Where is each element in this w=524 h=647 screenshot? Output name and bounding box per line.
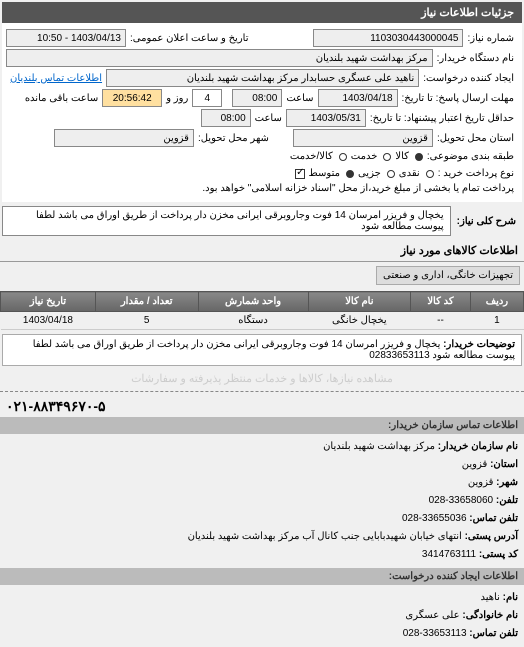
- c-phone-label: تلفن:: [496, 495, 518, 506]
- col-qty: تعداد / مقدار: [95, 292, 198, 312]
- c-city-val: قزوين: [468, 477, 494, 488]
- goods-table: ردیف کد کالا نام کالا واحد شمارش تعداد /…: [0, 291, 524, 330]
- pub-date-field: 1403/04/13 - 10:50: [6, 29, 126, 47]
- c-address-val: انتهای خیابان شهیدبابایی جنب کانال آب مر…: [188, 531, 462, 542]
- time-label-1: ساعت: [282, 91, 317, 106]
- req-no-label: شماره نیاز:: [463, 31, 518, 46]
- c-tel-label: تلفن تماس:: [469, 628, 518, 639]
- days-left: 4: [192, 89, 222, 107]
- c-name-label: نام:: [503, 592, 518, 603]
- cell-date: 1403/04/18: [1, 312, 96, 330]
- cell-qty: 5: [95, 312, 198, 330]
- deadline-send-date: 1403/04/18: [318, 89, 398, 107]
- validity-date: 1403/05/31: [286, 109, 366, 127]
- col-code: کد کالا: [411, 292, 471, 312]
- goods-section-title: اطلاعات کالاهای مورد نیاز: [0, 240, 524, 262]
- province-field: قزوین: [293, 129, 433, 147]
- c-province-label: استان:: [490, 459, 518, 470]
- remaining-label: ساعت باقی مانده: [21, 91, 102, 106]
- contact-body: نام سازمان خریدار: مرکز بهداشت شهید بلند…: [0, 434, 524, 568]
- contact-link[interactable]: اطلاعات تماس بلندیان: [6, 71, 106, 86]
- pub-date-label: تاریخ و ساعت اعلان عمومی:: [126, 31, 253, 46]
- radio-both[interactable]: [339, 153, 347, 161]
- c-phone-val: 33658060-028: [429, 495, 494, 506]
- city-label: شهر محل تحویل:: [194, 131, 273, 146]
- separator: [0, 391, 524, 392]
- c-fax-label: تلفن تماس:: [469, 513, 518, 524]
- radio-cash[interactable]: [426, 170, 434, 178]
- pay-medium: متوسط: [305, 166, 344, 181]
- watermark: مشاهده نیازها، کالاها و خدمات منتظر پذیر…: [0, 370, 524, 387]
- pay-partial: جزیی: [354, 166, 385, 181]
- cat-label: طبقه بندی موضوعی:: [423, 149, 518, 164]
- c-fax-val: 33655036-028: [402, 513, 467, 524]
- col-name: نام کالا: [308, 292, 411, 312]
- cat-service: خدمت: [347, 149, 382, 164]
- contact-header: اطلاعات تماس سازمان خریدار:: [0, 417, 524, 434]
- buyer-note-label: توضیحات خریدار:: [443, 339, 515, 350]
- requester-label: ایجاد کننده درخواست:: [419, 71, 518, 86]
- time-label-2: ساعت: [251, 111, 286, 126]
- c-address-label: آدرس پستی:: [465, 531, 518, 542]
- org-label: نام سازمان خریدار:: [438, 441, 518, 452]
- cell-name: یخچال خانگی: [308, 312, 411, 330]
- city-field: قزوین: [54, 129, 194, 147]
- buyer-note-box: توضیحات خریدار: یخچال و فریزر امرسان 14 …: [2, 334, 522, 366]
- creator-header: اطلاعات ایجاد کننده درخواست:: [0, 568, 524, 585]
- deadline-send-label: مهلت ارسال پاسخ: تا تاریخ:: [398, 91, 518, 106]
- desc-label: شرح کلی نیاز:: [451, 214, 522, 229]
- buyer-org-field: مرکز بهداشت شهید بلندیان: [6, 49, 433, 67]
- validity-time: 08:00: [201, 109, 251, 127]
- cat-goods: کالا: [391, 149, 413, 164]
- requester-field: ناهید علی عسگری حسابدار مرکز بهداشت شهید…: [106, 69, 419, 87]
- cell-code: --: [411, 312, 471, 330]
- radio-service[interactable]: [383, 153, 391, 161]
- cell-unit: دستگاه: [198, 312, 308, 330]
- province-label: استان محل تحویل:: [433, 131, 518, 146]
- col-date: تاریخ نیاز: [1, 292, 96, 312]
- col-row: ردیف: [470, 292, 523, 312]
- goods-category: تجهیزات خانگی، اداری و صنعتی: [376, 266, 520, 285]
- radio-partial[interactable]: [387, 170, 395, 178]
- col-unit: واحد شمارش: [198, 292, 308, 312]
- payment-label: نوع پرداخت خرید :: [434, 166, 518, 181]
- deadline-send-time: 08:00: [232, 89, 282, 107]
- pay-note: پرداخت تمام یا بخشی از مبلغ خرید،از محل …: [198, 181, 518, 196]
- buyer-org-label: نام دستگاه خریدار:: [433, 51, 518, 66]
- big-phone: ۰۲۱-۸۸۳۴۹۶۷۰-۵: [0, 396, 524, 417]
- c-province-val: قزوین: [462, 459, 488, 470]
- panel-header: جزئیات اطلاعات نیاز: [2, 2, 522, 23]
- days-left-label: روز و: [162, 91, 192, 106]
- c-postcode-label: کد پستی:: [479, 549, 518, 560]
- radio-goods[interactable]: [415, 153, 423, 161]
- creator-body: نام: ناهید نام خانوادگی: علی عسگری تلفن …: [0, 585, 524, 647]
- timer-field: 20:56:42: [102, 89, 162, 107]
- c-family-val: علی عسگری: [405, 610, 459, 621]
- req-no-field: 1103030443000045: [313, 29, 463, 47]
- validity-label: حداقل تاریخ اعتبار پیشنهاد: تا تاریخ:: [366, 111, 518, 126]
- org-val: مرکز بهداشت شهید بلندیان: [323, 441, 435, 452]
- desc-field: یخچال و فریزر امرسان 14 فوت وجاروبرقی ای…: [2, 206, 451, 236]
- c-name-val: ناهید: [480, 592, 499, 603]
- radio-medium[interactable]: [346, 170, 354, 178]
- table-row: 1 -- یخچال خانگی دستگاه 5 1403/04/18: [1, 312, 524, 330]
- c-postcode-val: 3414763111: [422, 549, 476, 560]
- c-city-label: شهر:: [496, 477, 518, 488]
- c-family-label: نام خانوادگی:: [462, 610, 518, 621]
- pay-cash: نقدی: [395, 166, 424, 181]
- cell-row: 1: [470, 312, 523, 330]
- c-tel-val: 33653113-028: [403, 628, 467, 639]
- check-treasury[interactable]: [295, 169, 305, 179]
- cat-both: کالا/خدمت: [286, 149, 337, 164]
